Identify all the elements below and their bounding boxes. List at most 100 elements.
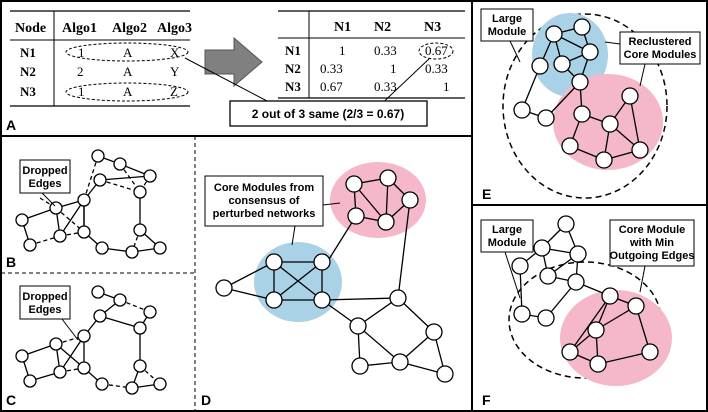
node (641, 343, 659, 361)
node (143, 169, 157, 183)
left-row3-a3: Z (170, 84, 178, 99)
node (511, 257, 529, 275)
node (631, 141, 649, 159)
core-module-blue (254, 242, 342, 322)
panel-letters: A B C D E F (6, 117, 491, 408)
node (351, 357, 369, 375)
node (91, 285, 105, 299)
label-line: Core Modules (624, 49, 697, 61)
node (77, 193, 91, 207)
node (53, 229, 67, 243)
node (15, 213, 29, 227)
node (77, 329, 91, 343)
node (557, 215, 575, 233)
node (601, 115, 619, 133)
node (265, 253, 283, 271)
left-row3-node: N3 (20, 84, 36, 99)
left-header-algo1: Algo1 (62, 21, 97, 36)
node (133, 223, 147, 237)
label-line: Outgoing Edges (610, 250, 695, 262)
node (401, 191, 419, 209)
node (113, 293, 127, 307)
label-line: Core Module (619, 224, 686, 236)
left-row2-a3: Y (170, 64, 180, 79)
node (573, 105, 591, 123)
right-row1-label: N1 (285, 43, 301, 58)
node (573, 18, 591, 36)
min-edges-label: Core Module with Min Outgoing Edges (610, 224, 695, 262)
node (537, 309, 555, 327)
node (553, 55, 571, 73)
right-row1-c1: 1 (339, 43, 346, 58)
left-row2-a2: A (123, 64, 133, 79)
node (133, 185, 147, 199)
node (125, 381, 139, 395)
large-module-label-e: Large Module (488, 13, 527, 38)
left-row1-a2: A (123, 45, 133, 60)
node (49, 201, 63, 215)
panel-f: Large Module Core Module with Min Outgoing … (480, 215, 695, 386)
node (77, 225, 91, 239)
node (113, 157, 127, 171)
label-line: with Min (629, 237, 674, 249)
node (313, 291, 331, 309)
node (95, 241, 109, 255)
panel-label-d: D (201, 392, 211, 408)
panel-label-e: E (482, 186, 491, 202)
node (436, 365, 454, 383)
label-line: Large (492, 13, 522, 25)
node (621, 87, 639, 105)
right-row3-label: N3 (285, 79, 301, 94)
right-row3-c3: 1 (443, 79, 450, 94)
node (349, 317, 367, 335)
dropped-edges-label-box-b (19, 159, 71, 194)
left-row2-a1: 2 (77, 64, 84, 79)
node (581, 43, 599, 61)
reclustered-label-box (619, 31, 701, 65)
left-row2-node: N2 (20, 64, 36, 79)
left-header-algo3: Algo3 (157, 21, 192, 36)
right-row2-c3: 0.33 (425, 61, 448, 76)
node (265, 291, 283, 309)
left-row3-a1: 1 (78, 84, 85, 99)
transform-arrow (204, 36, 263, 88)
label-line: Module (488, 237, 527, 249)
right-header-n1: N1 (334, 20, 351, 35)
node (561, 137, 579, 155)
node (627, 297, 645, 315)
row3-highlight-ellipse (65, 82, 189, 102)
label-line: Module (488, 26, 527, 38)
right-row2-c1: 0.33 (320, 61, 343, 76)
node (389, 289, 407, 307)
node (93, 173, 107, 187)
node (77, 361, 91, 375)
large-module-label-box-e (480, 8, 534, 42)
right-row1-c2: 0.33 (374, 43, 397, 58)
node (569, 245, 587, 263)
node (567, 273, 585, 291)
node (589, 355, 607, 373)
right-header-n2: N2 (374, 20, 391, 35)
node (133, 321, 147, 335)
large-module-outline (502, 13, 668, 199)
node (23, 374, 37, 388)
node (379, 169, 397, 187)
node (587, 321, 605, 339)
right-row2-c2: 1 (390, 61, 397, 76)
label-line: Edges (28, 304, 61, 316)
left-row3-a2: A (123, 84, 133, 99)
label-line: Dropped (22, 291, 67, 303)
node (425, 323, 443, 341)
left-row1-node: N1 (20, 45, 36, 60)
node (531, 57, 549, 75)
value-highlight-ellipse (418, 42, 454, 60)
left-row1-a1: 1 (78, 45, 85, 60)
panel-e: Large Module Reclustered Core Modules (480, 8, 701, 199)
reclustered-label: Reclustered Core Modules (624, 36, 697, 61)
node (513, 101, 531, 119)
node (377, 213, 395, 231)
left-row1-a3: X (170, 45, 180, 60)
core-modules-label-box (204, 175, 324, 227)
